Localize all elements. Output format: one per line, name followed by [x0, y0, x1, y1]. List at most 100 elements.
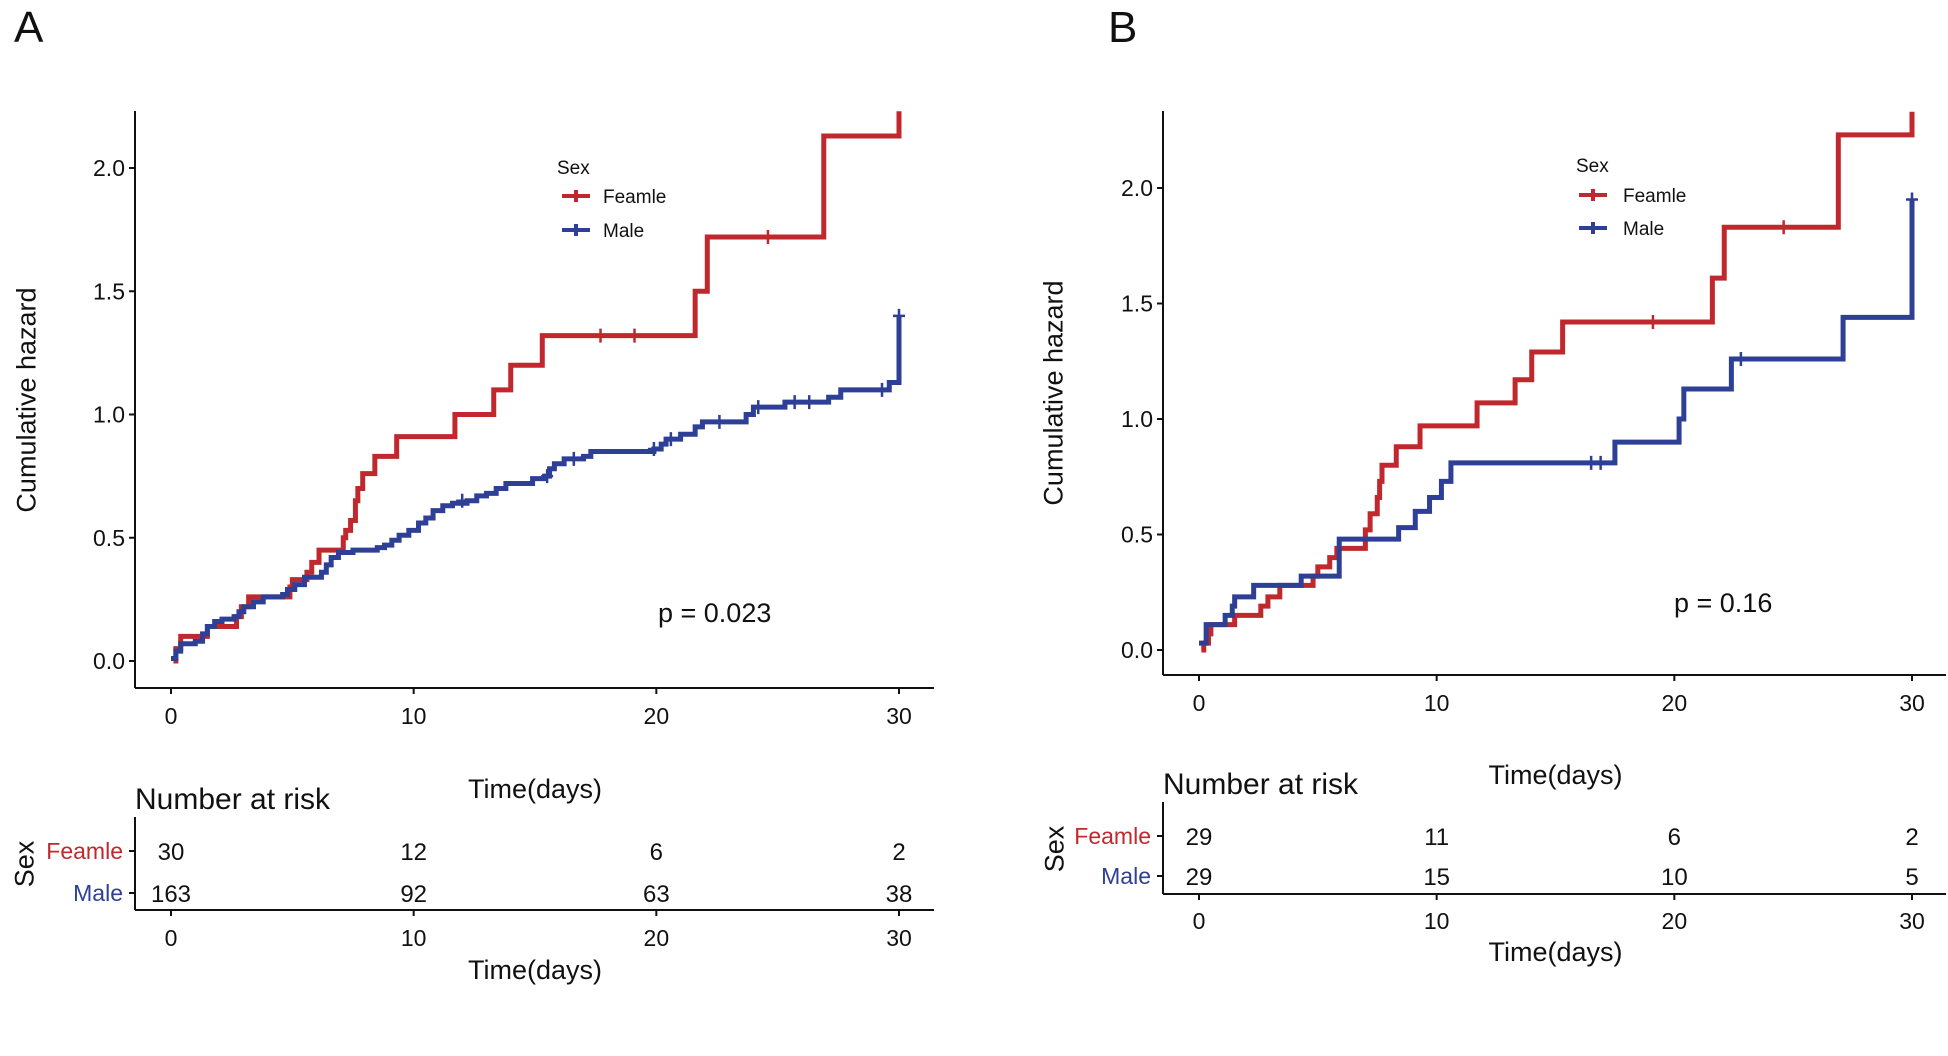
x-tick-label: 20 — [644, 703, 670, 729]
y-tick-label: 1.0 — [93, 402, 125, 428]
y-tick-label: 1.5 — [93, 278, 125, 304]
risk-row-label: Feamle — [46, 838, 123, 864]
x-tick-label: 10 — [1424, 690, 1450, 716]
series-line-male — [171, 315, 902, 662]
risk-x-tick-label: 0 — [165, 925, 178, 951]
panel-label: B — [1108, 3, 1137, 52]
censor-mark — [456, 493, 469, 508]
censor-mark — [541, 469, 554, 484]
risk-value: 163 — [151, 881, 191, 908]
censor-mark — [1646, 314, 1659, 329]
y-tick-label: 2.0 — [93, 155, 125, 181]
risk-row-label: Feamle — [1074, 823, 1151, 849]
panel-a: A0.00.51.01.52.00 10 20 30Time(days)Cumulat… — [9, 3, 934, 985]
risk-x-axis-label: Time(days) — [1488, 937, 1622, 967]
risk-x-tick-label: 20 — [1662, 908, 1688, 934]
x-tick-label: 20 — [1662, 690, 1688, 716]
p-value-annotation: p = 0.023 — [658, 598, 771, 628]
risk-value: 6 — [650, 839, 663, 866]
legend: Sex Feamle Male — [1576, 156, 1686, 240]
legend-label: Feamle — [1623, 186, 1686, 207]
risk-row-label: Male — [73, 880, 123, 906]
legend-title: Sex — [557, 158, 590, 179]
censor-mark — [761, 230, 774, 245]
risk-table: Number at risk Sex Feamle 29 11 6 2 Male 29 15 10 5… — [1039, 768, 1946, 967]
legend: Sex Feamle Male — [557, 158, 666, 242]
censor-mark — [876, 382, 889, 397]
series-line-feamle — [1201, 111, 1915, 653]
risk-value: 63 — [643, 881, 670, 908]
x-tick-label: 0 — [165, 703, 178, 729]
x-axis-label: Time(days) — [1488, 760, 1622, 790]
risk-value: 30 — [158, 839, 185, 866]
legend-key-male — [1579, 222, 1607, 234]
y-tick-label: 2.0 — [1121, 175, 1153, 201]
risk-value: 92 — [400, 881, 427, 908]
x-tick-label: 30 — [886, 703, 912, 729]
risk-x-tick-label: 0 — [1193, 908, 1206, 934]
censor-mark — [647, 442, 660, 457]
censor-mark — [594, 328, 607, 343]
risk-x-tick-label: 20 — [644, 925, 670, 951]
panel-b: B0.00.51.01.52.00 10 20 30Time(days)Cumulat… — [1038, 3, 1946, 967]
censor-mark — [567, 451, 580, 466]
censor-mark — [1777, 220, 1790, 235]
risk-table-title: Number at risk — [135, 783, 331, 816]
legend-key-feamle — [562, 190, 590, 202]
risk-value: 2 — [1905, 824, 1918, 851]
x-tick-label: 0 — [1193, 690, 1206, 716]
legend-key-male — [562, 224, 590, 236]
risk-value: 2 — [892, 839, 905, 866]
legend-title: Sex — [1576, 156, 1609, 177]
risk-value: 5 — [1905, 864, 1918, 891]
risk-value: 15 — [1423, 864, 1450, 891]
legend-label: Male — [1623, 219, 1664, 240]
censor-mark — [893, 308, 905, 323]
censor-mark — [664, 432, 677, 447]
censor-mark — [628, 328, 641, 343]
censor-mark — [1734, 351, 1747, 366]
censor-mark — [1594, 455, 1607, 470]
risk-group-label: Sex — [9, 840, 39, 887]
censor-mark — [788, 395, 801, 410]
risk-row-label: Male — [1101, 863, 1151, 889]
risk-table-title: Number at risk — [1163, 768, 1359, 801]
risk-value: 38 — [886, 881, 913, 908]
y-axis-label: Cumulative hazard — [1038, 280, 1068, 505]
risk-x-axis-label: Time(days) — [468, 955, 602, 985]
series-line-feamle — [173, 111, 902, 664]
risk-value: 29 — [1186, 864, 1213, 891]
censor-mark — [713, 414, 726, 429]
x-axis-label: Time(days) — [468, 774, 602, 804]
risk-value: 10 — [1661, 864, 1688, 891]
panel-label: A — [14, 3, 44, 52]
risk-value: 6 — [1668, 824, 1681, 851]
y-tick-label: 0.5 — [1121, 522, 1153, 548]
y-tick-label: 1.5 — [1121, 291, 1153, 317]
risk-x-tick-label: 30 — [1899, 908, 1925, 934]
risk-value: 11 — [1424, 824, 1449, 851]
legend-key-feamle — [1579, 189, 1607, 201]
risk-x-tick-label: 10 — [1424, 908, 1450, 934]
legend-label: Male — [603, 221, 644, 242]
risk-x-tick-label: 10 — [401, 925, 427, 951]
censor-mark — [752, 400, 765, 415]
risk-value: 29 — [1186, 824, 1213, 851]
legend-label: Feamle — [603, 187, 666, 208]
y-tick-label: 1.0 — [1121, 406, 1153, 432]
risk-value: 12 — [400, 839, 427, 866]
censor-mark — [1906, 192, 1918, 207]
y-tick-label: 0.0 — [93, 648, 125, 674]
series-line-male — [1199, 199, 1915, 646]
risk-x-tick-label: 30 — [886, 925, 912, 951]
x-tick-label: 30 — [1899, 690, 1925, 716]
censor-mark — [803, 395, 816, 410]
risk-group-label: Sex — [1039, 825, 1069, 872]
p-value-annotation: p = 0.16 — [1674, 588, 1772, 618]
risk-table: Number at risk Sex Feamle 30 12 6 2 Male 163 92 63… — [9, 783, 934, 985]
y-tick-label: 0.0 — [1121, 637, 1153, 663]
x-tick-label: 10 — [401, 703, 427, 729]
y-axis-label: Cumulative hazard — [11, 287, 41, 512]
y-tick-label: 0.5 — [93, 525, 125, 551]
